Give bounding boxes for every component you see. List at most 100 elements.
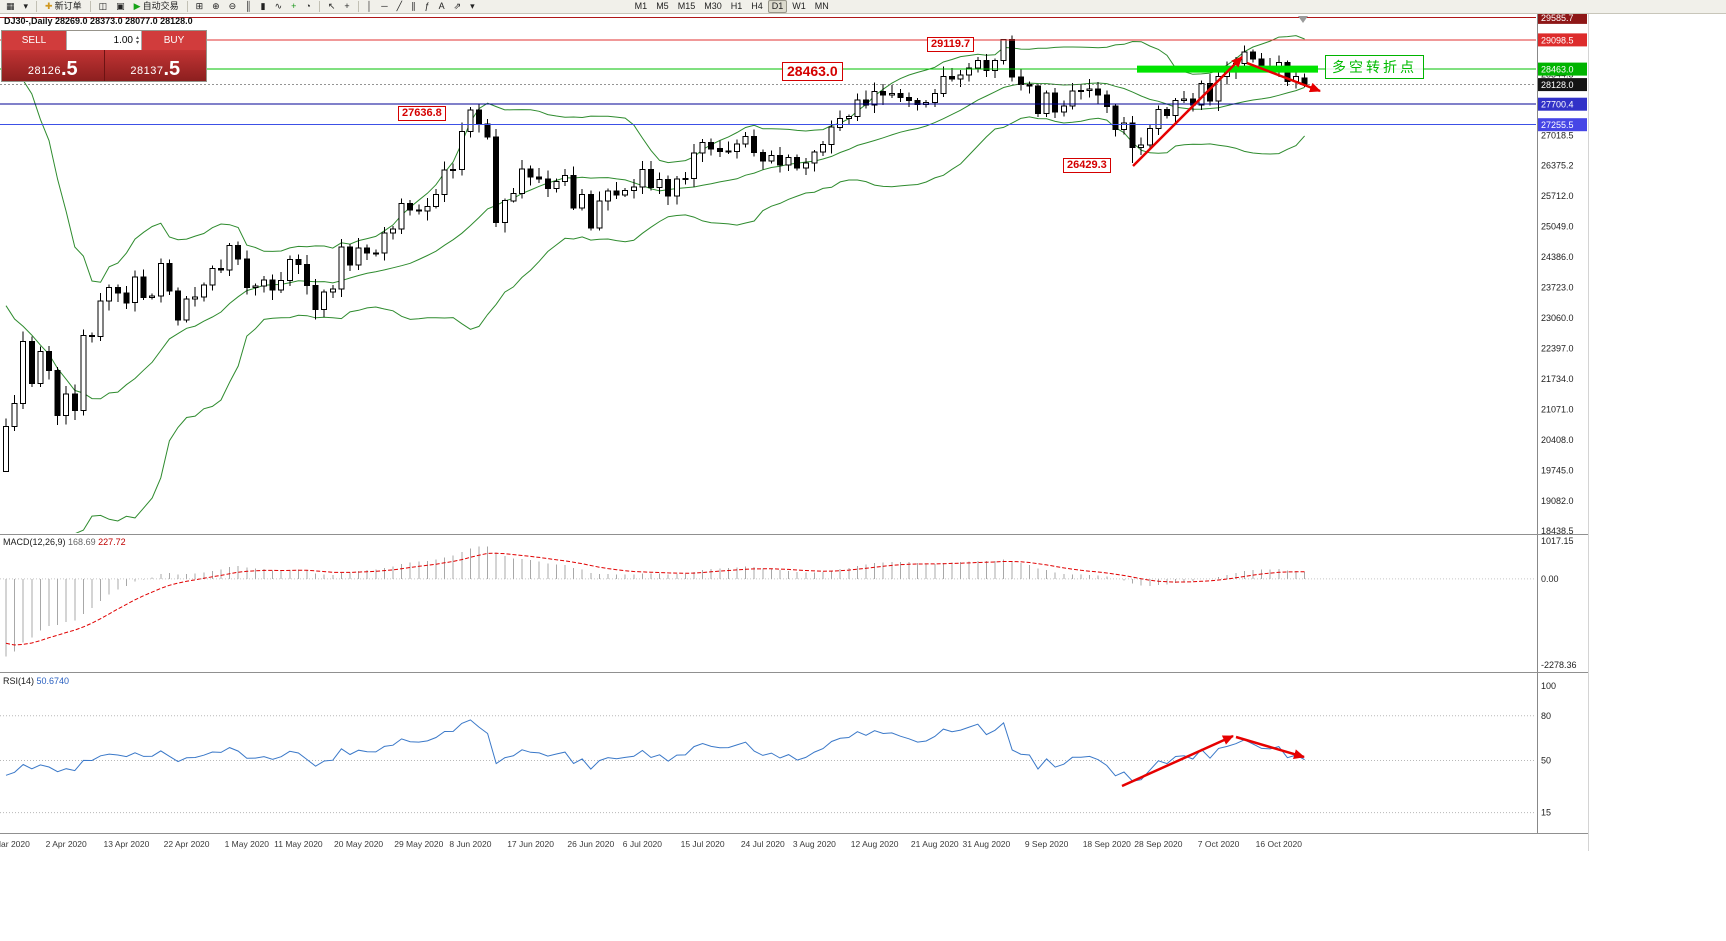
toolbar-separator: [357, 1, 359, 12]
time-scale[interactable]: [0, 834, 1536, 852]
svg-text:20408.0: 20408.0: [1541, 435, 1574, 445]
macd-main-value: 168.69: [68, 537, 96, 547]
line-chart-button[interactable]: ∿: [271, 0, 287, 13]
new-chart-dropdown[interactable]: ▾: [20, 0, 33, 13]
new-chart-button[interactable]: ▦: [2, 0, 19, 13]
arrows-button[interactable]: ⇗: [450, 0, 466, 13]
line-chart-button-icon: ∿: [274, 1, 283, 11]
svg-text:19082.0: 19082.0: [1541, 496, 1574, 506]
svg-text:27700.4: 27700.4: [1541, 100, 1574, 110]
channel-button[interactable]: ∥: [407, 0, 420, 13]
svg-text:27018.5: 27018.5: [1541, 131, 1574, 141]
market-watch-button[interactable]: ◫: [95, 0, 112, 13]
new-order-button-label: 新订单: [54, 1, 82, 11]
svg-text:23723.0: 23723.0: [1541, 282, 1574, 292]
svg-text:11 May 2020: 11 May 2020: [274, 839, 323, 849]
fibonacci-button[interactable]: ƒ: [421, 0, 434, 13]
crosshair-button[interactable]: +: [340, 0, 353, 13]
bar-chart-button[interactable]: ║: [241, 0, 255, 13]
autotrade-button[interactable]: ▶ 自动交易: [130, 0, 183, 13]
horizontal-line-button[interactable]: ─: [377, 0, 391, 13]
svg-text:28128.0: 28128.0: [1541, 80, 1574, 90]
sell-button[interactable]: SELL: [2, 31, 66, 50]
buy-price-frac: .5: [163, 58, 181, 80]
timeframe-m15[interactable]: M15: [674, 0, 700, 13]
svg-text:18 Sep 2020: 18 Sep 2020: [1083, 839, 1131, 849]
price-callout[interactable]: 26429.3: [1063, 158, 1111, 173]
indicators-button[interactable]: +: [287, 0, 300, 13]
svg-text:21734.0: 21734.0: [1541, 374, 1574, 384]
svg-text:2 Apr 2020: 2 Apr 2020: [46, 839, 87, 849]
autotrade-button-icon: ▶: [133, 1, 141, 11]
svg-text:23060.0: 23060.0: [1541, 313, 1574, 323]
timeframe-m15-label: M15: [677, 1, 696, 11]
volume-value: 1.00: [113, 35, 133, 46]
rsi-name: RSI(14): [3, 676, 35, 686]
text-label-button[interactable]: A: [435, 0, 449, 13]
timeframe-m5[interactable]: M5: [652, 0, 673, 13]
timeframe-m5-label: M5: [656, 1, 669, 11]
timeframe-mn[interactable]: MN: [811, 0, 833, 13]
timeframe-w1-label: W1: [792, 1, 806, 11]
tile-windows-button[interactable]: ⊞: [192, 0, 208, 13]
terminal-button[interactable]: ▣: [112, 0, 129, 13]
svg-text:15 Jul 2020: 15 Jul 2020: [681, 839, 725, 849]
buy-price[interactable]: 28137.5: [103, 50, 207, 81]
timeframe-d1[interactable]: D1: [767, 0, 788, 13]
volume-spinner[interactable]: ▴ ▾: [135, 34, 139, 46]
price-scale[interactable]: [1538, 14, 1588, 833]
new-chart-dropdown-icon: ▾: [23, 1, 29, 11]
svg-text:-2278.36: -2278.36: [1541, 660, 1577, 670]
volume-input[interactable]: 1.00 ▴ ▾: [66, 31, 142, 50]
price-callout[interactable]: 29119.7: [927, 37, 975, 52]
vertical-line-button[interactable]: │: [363, 0, 377, 13]
timeframe-m1[interactable]: M1: [631, 0, 652, 13]
buy-button[interactable]: BUY: [142, 31, 206, 50]
sell-price-int: 28126: [27, 64, 61, 77]
svg-text:15: 15: [1541, 808, 1551, 818]
zoom-out-button[interactable]: ⊖: [225, 0, 241, 13]
autotrade-button-label: 自动交易: [142, 1, 179, 11]
macd-name: MACD(12,26,9): [3, 537, 66, 547]
candlestick-chart-button[interactable]: ▮: [257, 0, 270, 13]
timeframe-m1-label: M1: [634, 1, 648, 11]
svg-text:25049.0: 25049.0: [1541, 221, 1574, 231]
svg-text:20 May 2020: 20 May 2020: [334, 839, 383, 849]
timeframe-h4[interactable]: H4: [747, 0, 767, 13]
vertical-line-button-icon: │: [366, 1, 373, 11]
zoom-in-button-icon: ⊕: [212, 1, 220, 11]
svg-text:29 May 2020: 29 May 2020: [394, 839, 443, 849]
cursor-button-icon: ↖: [327, 1, 336, 11]
periods-dropdown[interactable]: ◔: [301, 0, 314, 13]
spinner-up-icon[interactable]: ▴: [135, 34, 139, 41]
timeframe-w1[interactable]: W1: [788, 0, 810, 13]
trendline-button[interactable]: ╱: [393, 0, 406, 13]
price-callout[interactable]: 28463.0: [782, 62, 843, 81]
svg-text:0.00: 0.00: [1541, 574, 1559, 584]
bar-chart-button-icon: ║: [245, 1, 252, 11]
new-order-button[interactable]: ✚ 新订单: [41, 0, 86, 13]
sell-price-frac: .5: [60, 58, 78, 80]
sell-price[interactable]: 28126.5: [2, 50, 104, 81]
toolbar-separator: [318, 1, 320, 12]
toolbar-separator: [89, 1, 91, 12]
svg-text:29098.5: 29098.5: [1541, 35, 1574, 45]
spinner-down-icon[interactable]: ▾: [135, 39, 139, 46]
timeframe-h1-label: H1: [730, 1, 743, 11]
zoom-in-button[interactable]: ⊕: [208, 0, 224, 13]
arrows-dropdown[interactable]: ▾: [466, 0, 479, 13]
price-callout[interactable]: 27636.8: [398, 106, 446, 121]
svg-text:27255.5: 27255.5: [1541, 120, 1574, 130]
turning-point-note[interactable]: 多空转折点: [1325, 55, 1424, 79]
svg-text:19745.0: 19745.0: [1541, 466, 1574, 476]
timeframe-m30-label: M30: [704, 1, 722, 11]
chart-surface[interactable]: 28344.527018.526375.225712.025049.024386…: [0, 0, 1726, 860]
periods-dropdown-icon: ◔: [305, 1, 311, 11]
macd-signal-value: 227.72: [98, 537, 126, 547]
timeframe-m30[interactable]: M30: [700, 0, 726, 13]
svg-text:18438.5: 18438.5: [1541, 526, 1574, 536]
svg-text:17 Jun 2020: 17 Jun 2020: [507, 839, 554, 849]
cursor-button[interactable]: ↖: [324, 0, 340, 13]
svg-text:50: 50: [1541, 756, 1551, 766]
timeframe-h1[interactable]: H1: [727, 0, 747, 13]
